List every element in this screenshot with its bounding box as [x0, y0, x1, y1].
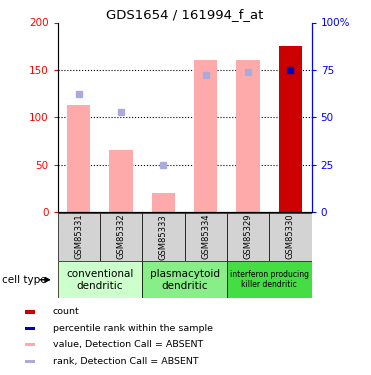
Bar	[227, 261, 312, 298]
Text: conventional
dendritic: conventional dendritic	[66, 269, 134, 291]
Text: rank, Detection Call = ABSENT: rank, Detection Call = ABSENT	[53, 357, 198, 366]
Text: GSM85333: GSM85333	[159, 214, 168, 260]
Text: GSM85330: GSM85330	[286, 214, 295, 260]
Bar	[269, 213, 312, 261]
Bar	[58, 213, 100, 261]
Bar	[109, 150, 133, 212]
Bar	[100, 213, 142, 261]
Bar	[185, 213, 227, 261]
Text: GSM85332: GSM85332	[116, 214, 125, 260]
Bar	[279, 46, 302, 212]
Bar	[142, 213, 185, 261]
Text: count: count	[53, 308, 79, 316]
Bar	[194, 60, 217, 212]
Text: plasmacytoid
dendritic: plasmacytoid dendritic	[150, 269, 220, 291]
Bar	[142, 261, 227, 298]
Bar	[25, 310, 35, 314]
Bar	[67, 105, 90, 212]
Text: GSM85334: GSM85334	[201, 214, 210, 260]
Text: value, Detection Call = ABSENT: value, Detection Call = ABSENT	[53, 340, 203, 349]
Text: interferon producing
killer dendritic: interferon producing killer dendritic	[230, 270, 309, 290]
Bar	[58, 261, 142, 298]
Bar	[236, 60, 260, 212]
Bar	[25, 360, 35, 363]
Bar	[227, 213, 269, 261]
Text: percentile rank within the sample: percentile rank within the sample	[53, 324, 213, 333]
Text: GSM85329: GSM85329	[244, 214, 253, 260]
Text: cell type: cell type	[2, 275, 46, 285]
Bar	[152, 193, 175, 212]
Bar	[25, 343, 35, 346]
Text: GSM85331: GSM85331	[74, 214, 83, 260]
Bar	[25, 327, 35, 330]
Title: GDS1654 / 161994_f_at: GDS1654 / 161994_f_at	[106, 8, 263, 21]
